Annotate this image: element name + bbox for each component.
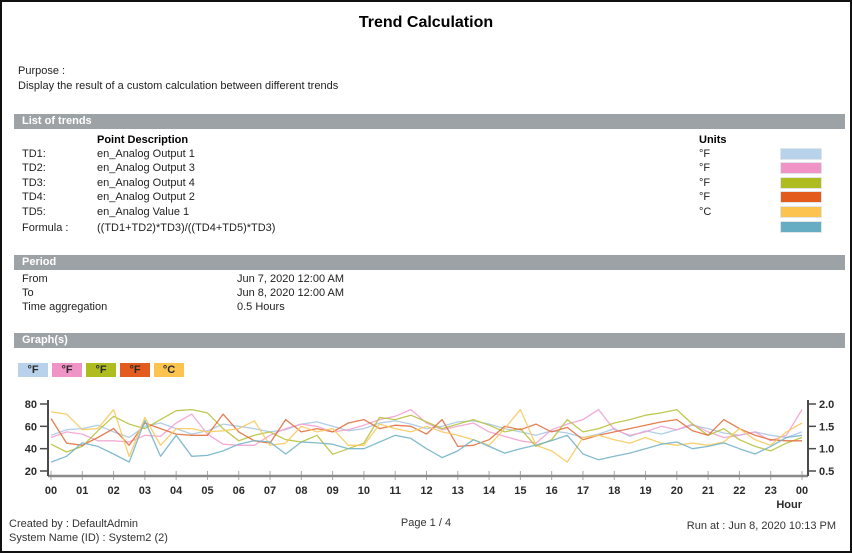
svg-text:0.5: 0.5: [819, 466, 834, 478]
trend-chart-canvas: 00 01 02 03 04 05 06 07 08 09 10 11 12 13 14 15 16 17 18 19…: [25, 399, 835, 511]
trend-units: °C: [699, 206, 712, 218]
svg-text:12: 12: [420, 485, 432, 497]
svg-text:08: 08: [295, 485, 307, 497]
svg-text:10: 10: [358, 485, 370, 497]
period-label-to: To: [22, 287, 34, 299]
formula-label: Formula :: [22, 222, 69, 234]
period-label-time-aggregation: Time aggregation: [22, 301, 108, 313]
svg-text:03: 03: [139, 485, 151, 497]
footer-system-name: System Name (ID) : System2 (2): [9, 532, 168, 544]
legend-item: °F: [86, 363, 116, 377]
column-header-units: Units: [699, 134, 727, 146]
trend-color-swatch: [780, 191, 822, 203]
svg-text:18: 18: [608, 485, 620, 497]
svg-text:19: 19: [639, 485, 651, 497]
period-value-time-aggregation: 0.5 Hours: [237, 301, 285, 313]
svg-text:13: 13: [452, 485, 464, 497]
legend-item: °F: [18, 363, 48, 377]
purpose-block: Purpose : Display the result of a custom…: [18, 64, 338, 94]
trend-color-swatch: [780, 206, 822, 218]
trend-units: °F: [699, 162, 711, 174]
trend-id: TD3:: [22, 177, 46, 189]
trend-description: en_Analog Output 2: [97, 191, 195, 203]
footer-run-at: Run at : Jun 8, 2020 10:13 PM: [686, 520, 836, 532]
svg-text:01: 01: [76, 485, 88, 497]
trend-units: °F: [699, 148, 711, 160]
svg-text:80: 80: [25, 399, 37, 411]
svg-text:40: 40: [25, 444, 37, 456]
svg-text:60: 60: [25, 421, 37, 433]
svg-text:22: 22: [733, 485, 745, 497]
svg-text:23: 23: [765, 485, 777, 497]
legend-item: °F: [52, 363, 82, 377]
svg-text:00: 00: [796, 485, 808, 497]
legend-item: °C: [154, 363, 184, 377]
svg-text:07: 07: [264, 485, 276, 497]
trend-description: en_Analog Output 3: [97, 162, 195, 174]
page-title: Trend Calculation: [358, 14, 494, 31]
period-label-from: From: [22, 273, 48, 285]
period-value-from: Jun 7, 2020 12:00 AM: [237, 273, 345, 285]
svg-text:Hour: Hour: [776, 499, 802, 511]
chart-legend: °F °F °F °F °C: [18, 363, 184, 377]
svg-text:20: 20: [671, 485, 683, 497]
trend-description: en_Analog Output 4: [97, 177, 195, 189]
trend-color-swatch: [780, 148, 822, 160]
trend-units: °F: [699, 191, 711, 203]
legend-item: °F: [120, 363, 150, 377]
svg-text:1.5: 1.5: [819, 421, 834, 433]
trend-units: °F: [699, 177, 711, 189]
svg-text:14: 14: [483, 485, 496, 497]
svg-text:16: 16: [546, 485, 558, 497]
svg-text:05: 05: [201, 485, 213, 497]
trend-color-swatch: [780, 177, 822, 189]
trend-id: TD1:: [22, 148, 46, 160]
footer-page-number: Page 1 / 4: [400, 517, 452, 529]
formula-color-swatch: [780, 221, 822, 233]
svg-text:04: 04: [170, 485, 183, 497]
svg-text:00: 00: [45, 485, 57, 497]
trend-id: TD5:: [22, 206, 46, 218]
section-header-graphs: Graph(s): [14, 333, 845, 348]
column-header-point-description: Point Description: [97, 134, 189, 146]
trend-chart: 00 01 02 03 04 05 06 07 08 09 10 11 12 13 14 15 16 17 18 19…: [2, 392, 850, 517]
svg-text:21: 21: [702, 485, 714, 497]
footer-created-by: Created by : DefaultAdmin: [9, 518, 139, 530]
section-header-list-of-trends: List of trends: [14, 114, 845, 129]
section-header-period: Period: [14, 255, 845, 270]
svg-text:02: 02: [107, 485, 119, 497]
svg-text:1.0: 1.0: [819, 444, 834, 456]
trend-description: en_Analog Output 1: [97, 148, 195, 160]
trend-color-swatch: [780, 162, 822, 174]
svg-text:15: 15: [514, 485, 526, 497]
purpose-label: Purpose :: [18, 65, 66, 77]
trend-description: en_Analog Value 1: [97, 206, 190, 218]
trend-id: TD2:: [22, 162, 46, 174]
svg-text:06: 06: [233, 485, 245, 497]
trend-id: TD4:: [22, 191, 46, 203]
svg-text:2.0: 2.0: [819, 399, 834, 411]
svg-text:09: 09: [327, 485, 339, 497]
svg-text:20: 20: [25, 466, 37, 478]
period-value-to: Jun 8, 2020 12:00 AM: [237, 287, 345, 299]
formula-text: ((TD1+TD2)*TD3)/((TD4+TD5)*TD3): [97, 222, 276, 234]
svg-text:17: 17: [577, 485, 589, 497]
purpose-text: Display the result of a custom calculati…: [18, 80, 339, 92]
svg-text:11: 11: [389, 485, 401, 497]
